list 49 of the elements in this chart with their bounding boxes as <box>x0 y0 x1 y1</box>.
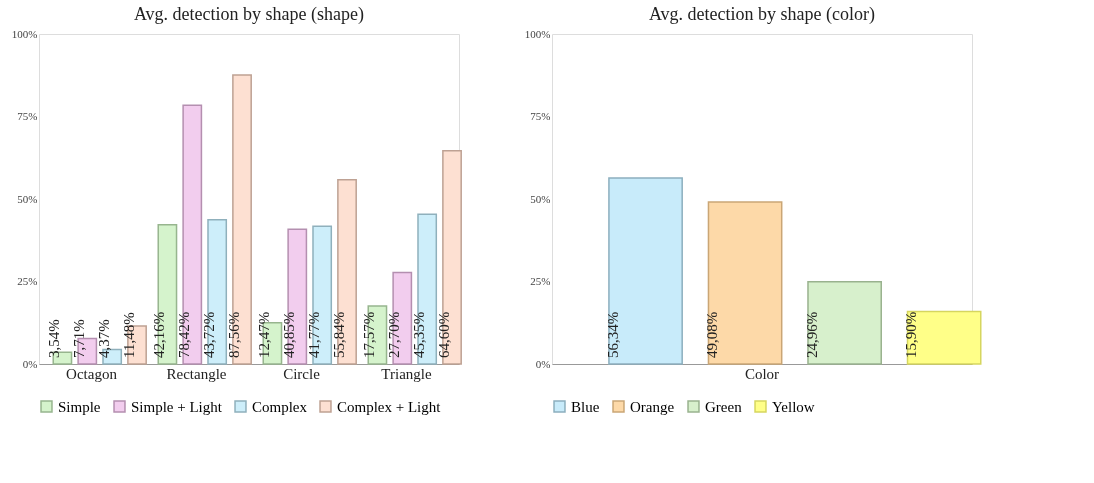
y-tick-label: 25% <box>530 275 551 287</box>
data-label: 3,54% <box>46 319 63 358</box>
legend-label: Yellow <box>772 398 815 415</box>
data-label: 42,16% <box>151 311 168 358</box>
chart-title: Avg. detection by shape (color) <box>648 4 876 25</box>
data-label: 64,60% <box>435 311 452 358</box>
data-label: 40,85% <box>281 311 298 358</box>
legend-label: Complex <box>252 398 308 415</box>
data-label: 27,70% <box>386 311 403 358</box>
data-label: 24,96% <box>803 311 820 358</box>
bar <box>707 201 783 365</box>
legend-label: Blue <box>571 398 600 415</box>
data-label: 7,71% <box>71 319 88 358</box>
x-tick-label: Circle <box>283 365 321 382</box>
data-label: 4,37% <box>95 319 112 358</box>
legend-label: Complex + Light <box>337 398 442 415</box>
data-label: 11,48% <box>120 312 137 358</box>
y-tick-label: 50% <box>17 192 38 205</box>
y-tick-label: 75% <box>530 110 551 122</box>
y-tick-label: 0% <box>22 357 38 370</box>
data-label: 12,47% <box>256 311 273 358</box>
legend-label: Simple <box>58 398 101 415</box>
data-label: 41,77% <box>305 311 322 358</box>
data-label: 87,56% <box>225 311 242 358</box>
x-tick-label: Octagon <box>66 365 118 382</box>
data-label: 43,72% <box>200 311 217 358</box>
data-label: 45,35% <box>410 311 427 358</box>
y-tick-label: 75% <box>17 110 38 122</box>
y-tick-label: 50% <box>530 192 551 205</box>
bar <box>807 280 882 365</box>
legend-label: Simple + Light <box>131 398 223 415</box>
data-label: 49,08% <box>704 311 721 358</box>
legend-label: Orange <box>630 398 675 415</box>
data-label: 15,90% <box>903 311 920 358</box>
legend-label: Green <box>705 398 743 415</box>
data-label: 78,42% <box>176 311 193 358</box>
x-tick-label: Rectangle <box>166 365 227 382</box>
x-tick-label: Triangle <box>381 365 432 382</box>
x-tick-label: Color <box>744 365 780 382</box>
bar <box>906 310 982 365</box>
y-tick-label: 100% <box>11 27 38 40</box>
y-tick-label: 100% <box>524 27 551 40</box>
chart-title: Avg. detection by shape (shape) <box>133 4 365 25</box>
data-label: 56,34% <box>604 311 621 358</box>
y-tick-label: 0% <box>535 357 551 370</box>
data-label: 17,57% <box>361 311 378 358</box>
y-tick-label: 25% <box>17 275 38 287</box>
data-label: 55,84% <box>330 311 347 358</box>
bar <box>608 177 683 365</box>
